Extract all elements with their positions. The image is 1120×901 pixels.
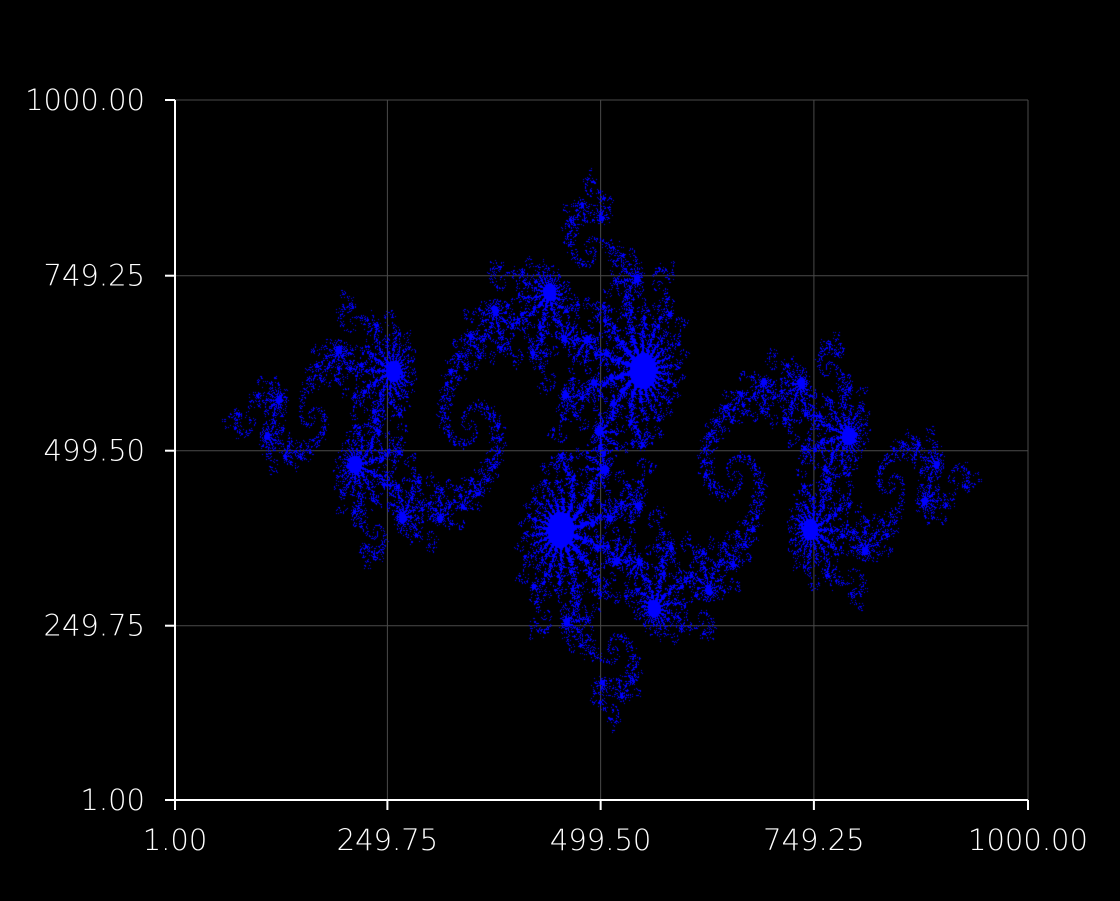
x-tick-label: 1.00 bbox=[143, 823, 208, 857]
y-axis-ticks: 1.00 249.75 499.50 749.25 1000.00 bbox=[25, 83, 175, 817]
y-tick-label: 749.25 bbox=[44, 259, 145, 293]
julia-point-cloud bbox=[175, 100, 1028, 800]
y-tick-label: 1.00 bbox=[80, 783, 145, 817]
x-tick-label: 249.75 bbox=[337, 823, 438, 857]
y-tick-label: 1000.00 bbox=[25, 83, 145, 117]
x-axis-ticks: 1.00 249.75 499.50 749.25 1000.00 bbox=[143, 800, 1088, 857]
y-tick-label: 499.50 bbox=[44, 434, 145, 468]
x-tick-label: 1000.00 bbox=[968, 823, 1088, 857]
y-tick-label: 249.75 bbox=[44, 609, 145, 643]
x-tick-label: 749.25 bbox=[763, 823, 864, 857]
x-tick-label: 499.50 bbox=[550, 823, 651, 857]
data-points bbox=[175, 100, 1028, 800]
